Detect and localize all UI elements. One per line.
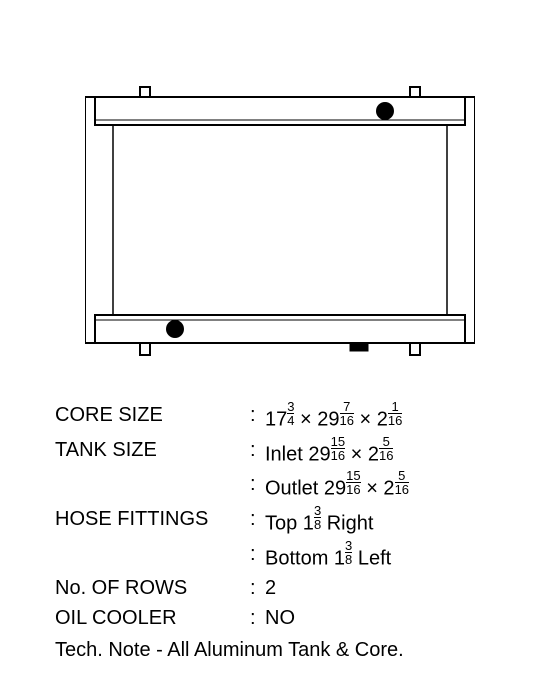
spec-value: Top 138 Right (265, 504, 525, 539)
spec-label: No. OF ROWS (55, 573, 250, 603)
spec-label: HOSE FITTINGS (55, 504, 250, 539)
spec-value: Bottom 138 Left (265, 539, 525, 574)
spec-value: NO (265, 603, 525, 633)
spec-colon: : (250, 603, 265, 633)
spec-colon: : (250, 400, 265, 435)
spec-value: Outlet 291516 × 2516 (265, 469, 525, 504)
spec-colon: : (250, 435, 265, 470)
radiator-diagram (85, 85, 475, 355)
spec-colon: : (250, 504, 265, 539)
spec-row: HOSE FITTINGS:Top 138 Right (55, 504, 525, 539)
spec-value: 2 (265, 573, 525, 603)
spec-row: :Bottom 138 Left (55, 539, 525, 574)
radiator-svg (85, 85, 475, 360)
spec-value: 1734 × 29716 × 2116 (265, 400, 525, 435)
spec-row: CORE SIZE:1734 × 29716 × 2116 (55, 400, 525, 435)
spec-label (55, 469, 250, 504)
spec-colon: : (250, 573, 265, 603)
spec-label: CORE SIZE (55, 400, 250, 435)
spec-row: :Outlet 291516 × 2516 (55, 469, 525, 504)
spec-colon: : (250, 469, 265, 504)
spec-colon: : (250, 539, 265, 574)
spec-row: TANK SIZE:Inlet 291516 × 2516 (55, 435, 525, 470)
spec-row: No. OF ROWS:2 (55, 573, 525, 603)
spec-row: OIL COOLER:NO (55, 603, 525, 633)
spec-label: OIL COOLER (55, 603, 250, 633)
spec-label: TANK SIZE (55, 435, 250, 470)
specs-table: CORE SIZE:1734 × 29716 × 2116TANK SIZE:I… (55, 400, 525, 665)
spec-value: Inlet 291516 × 2516 (265, 435, 525, 470)
tech-note: Tech. Note - All Aluminum Tank & Core. (55, 635, 525, 665)
spec-label (55, 539, 250, 574)
